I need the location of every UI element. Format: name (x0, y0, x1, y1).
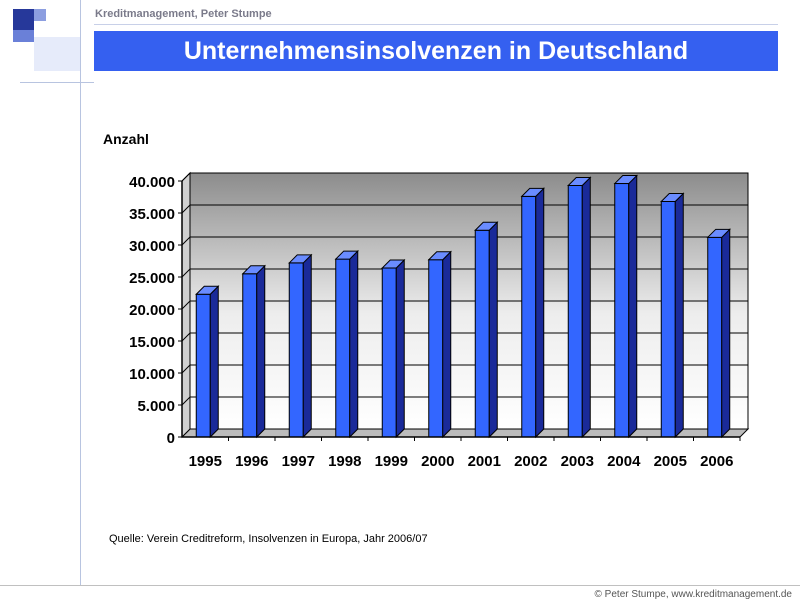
page-title: Unternehmensinsolvenzen in Deutschland (94, 31, 778, 71)
bar-side (442, 250, 452, 439)
x-tick-label: 2006 (700, 453, 733, 470)
bar-top (520, 187, 545, 197)
bar-side (488, 221, 498, 439)
gridline-diagonal (181, 364, 191, 374)
gridline-diagonal (181, 236, 191, 246)
bar-top (195, 285, 220, 295)
bar-top (288, 254, 313, 264)
bar-front (521, 195, 537, 438)
logo-square-dark (13, 9, 34, 30)
bar-1996 (241, 264, 266, 439)
x-tick-label: 1999 (375, 453, 408, 470)
bar-side (209, 285, 219, 439)
gridline-diagonal (181, 268, 191, 278)
gridline-diagonal (181, 332, 191, 342)
x-tick-label: 1996 (235, 453, 268, 470)
bar-side (256, 264, 266, 439)
bar-side (535, 187, 545, 439)
vertical-rule (80, 0, 81, 585)
bar-2006 (706, 228, 731, 439)
bar-top (381, 259, 406, 269)
logo-square-light (34, 9, 46, 21)
bar-2004 (613, 174, 638, 439)
logo-square-mid (13, 30, 34, 42)
bar-1999 (381, 258, 406, 439)
y-tick-label: 5.000 (137, 398, 175, 415)
bar-2005 (660, 192, 685, 439)
x-tick-label: 1995 (189, 453, 222, 470)
x-tick-label: 2003 (561, 453, 594, 470)
bar-front (567, 184, 583, 438)
bar-top (334, 250, 359, 260)
x-tick-label: 2005 (654, 453, 687, 470)
bar-chart: 0 5.000 10.000 15.000 20.000 25.000 30.000 35.0… (129, 171, 750, 470)
bar-front (474, 229, 490, 438)
x-tick-label: 2000 (421, 453, 454, 470)
bar-side (581, 176, 591, 439)
bar-top (613, 175, 638, 185)
bar-front (707, 236, 723, 438)
y-tick-label: 40.000 (129, 174, 175, 191)
bar-front (288, 262, 304, 438)
bar-top (241, 265, 266, 275)
bar-front (195, 293, 211, 438)
y-tick-label: 10.000 (129, 366, 175, 383)
header-author: Kreditmanagement, Peter Stumpe (95, 8, 272, 20)
bar-front (335, 258, 351, 438)
logo-square-pale (34, 37, 80, 71)
bar-front (660, 200, 676, 438)
y-tick-label: 15.000 (129, 334, 175, 351)
y-tick-label: 30.000 (129, 238, 175, 255)
header-rule (94, 24, 778, 25)
x-tick-label: 2002 (514, 453, 547, 470)
gridline-diagonal (181, 300, 191, 310)
footer-copyright: © Peter Stumpe, www.kreditmanagement.de (594, 589, 792, 600)
bar-side (628, 174, 638, 439)
y-tick-label: 0 (167, 430, 175, 447)
footer-rule (0, 585, 800, 586)
bar-side (395, 258, 405, 439)
gridline-diagonal (181, 172, 191, 182)
x-tick-label: 1997 (282, 453, 315, 470)
bar-1998 (334, 249, 359, 439)
bar-side (302, 253, 312, 439)
bar-side (349, 249, 359, 439)
bar-side (721, 228, 731, 439)
x-tick-label: 2001 (468, 453, 501, 470)
bar-2003 (567, 176, 592, 439)
bar-2000 (427, 250, 452, 439)
bar-top (427, 251, 452, 261)
bar-1995 (195, 285, 220, 439)
bar-2002 (520, 187, 545, 439)
gridline-diagonal (181, 396, 191, 406)
source-note: Quelle: Verein Creditreform, Insolvenzen… (109, 533, 428, 545)
bar-top (706, 228, 731, 238)
y-axis-label: Anzahl (103, 131, 149, 147)
bar-2001 (474, 221, 499, 439)
bar-top (660, 192, 685, 202)
gridline-diagonal (181, 204, 191, 214)
bar-front (381, 267, 397, 438)
bar-front (242, 273, 258, 438)
x-tick-label: 1998 (328, 453, 361, 470)
bar-side (674, 192, 684, 439)
x-tick-label: 2004 (607, 453, 641, 470)
bar-top (474, 221, 499, 231)
bar-front (614, 183, 630, 438)
y-tick-label: 25.000 (129, 270, 175, 287)
left-rule (20, 82, 94, 83)
bar-front (428, 259, 444, 438)
y-tick-label: 35.000 (129, 206, 175, 223)
bar-1997 (288, 253, 313, 439)
bar-top (567, 176, 592, 186)
y-tick-label: 20.000 (129, 302, 175, 319)
